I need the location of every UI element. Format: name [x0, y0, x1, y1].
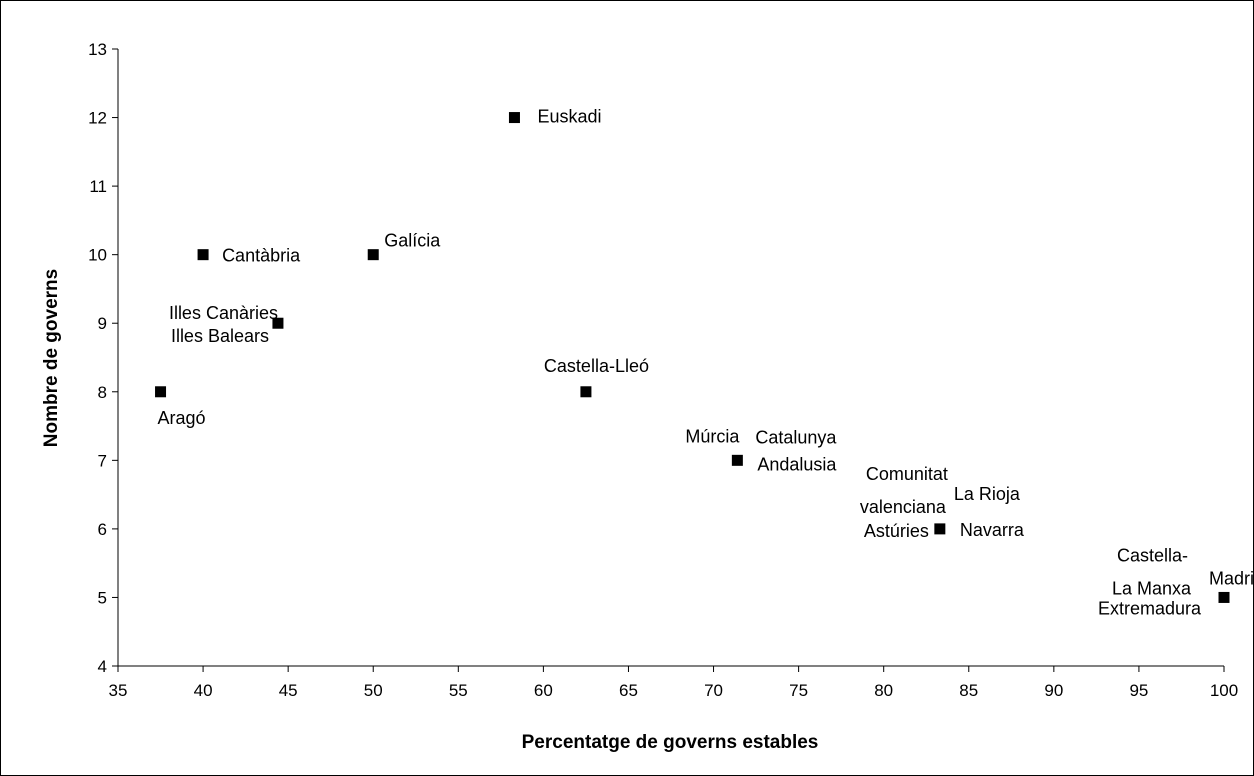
y-axis-title: Nombre de governs	[41, 269, 62, 447]
data-point	[197, 249, 209, 261]
y-tick-label: 11	[89, 177, 107, 196]
data-point	[367, 249, 379, 261]
axes	[117, 49, 1224, 667]
point-labels: Aragó Cantàbria Illes Canàries Illes Balear…	[158, 107, 1254, 619]
x-tick-label: 65	[619, 681, 638, 700]
point-label: Castella-Lleó	[544, 356, 649, 376]
x-tick-label: 90	[1044, 681, 1063, 700]
x-tick-label: 100	[1210, 681, 1238, 700]
point-label: Euskadi	[537, 107, 601, 127]
x-tick-label: 40	[194, 681, 213, 700]
point-label: Comunitat	[866, 464, 948, 484]
data-point	[508, 112, 520, 124]
point-label: Illes Balears	[171, 326, 269, 346]
x-tick-label: 95	[1129, 681, 1148, 700]
point-label: La Rioja	[954, 484, 1021, 504]
y-tick-label: 8	[98, 383, 107, 402]
x-tick-label: 70	[704, 681, 723, 700]
data-point	[731, 454, 743, 466]
y-tick-label: 6	[98, 520, 107, 539]
y-tick-label: 9	[98, 314, 107, 333]
data-point	[272, 317, 284, 329]
x-tick-label: 45	[279, 681, 298, 700]
y-tick-label: 12	[88, 109, 107, 128]
x-tick-label: 50	[364, 681, 383, 700]
x-tick-label: 60	[534, 681, 553, 700]
point-label: Múrcia	[685, 426, 740, 446]
x-tick-label: 35	[109, 681, 128, 700]
point-label: Castella-	[1117, 545, 1188, 565]
x-axis-title: Percentatge de governs estables	[522, 732, 819, 753]
data-point	[1218, 591, 1230, 603]
y-tick-label: 13	[88, 40, 107, 59]
y-tick-label: 10	[88, 246, 107, 265]
data-points	[155, 112, 1230, 603]
point-label: Navarra	[960, 520, 1025, 540]
x-tick-label: 85	[959, 681, 978, 700]
x-tick-label: 75	[789, 681, 808, 700]
y-tick-label: 4	[98, 657, 107, 676]
point-label: Cantàbria	[222, 246, 301, 266]
point-label: Madrid	[1209, 568, 1254, 588]
ticks: 35 40 45 50 55 60 65 70 75 80 85 90 95 10045678910111…	[88, 40, 1238, 700]
data-point	[580, 386, 592, 398]
data-point	[934, 523, 946, 535]
y-tick-label: 5	[98, 588, 107, 607]
x-tick-label: 55	[449, 681, 468, 700]
point-label: Astúries	[864, 521, 929, 541]
data-point	[155, 386, 167, 398]
point-label: Aragó	[158, 408, 206, 428]
point-label: Catalunya	[755, 427, 837, 447]
point-label: Extremadura	[1098, 598, 1202, 618]
x-tick-label: 80	[874, 681, 893, 700]
y-tick-label: 7	[98, 451, 107, 470]
point-label: valenciana	[860, 497, 947, 517]
point-label: La Manxa	[1112, 578, 1192, 598]
point-label: Galícia	[384, 231, 441, 251]
point-label: Andalusia	[757, 454, 837, 474]
point-label: Illes Canàries	[169, 303, 278, 323]
